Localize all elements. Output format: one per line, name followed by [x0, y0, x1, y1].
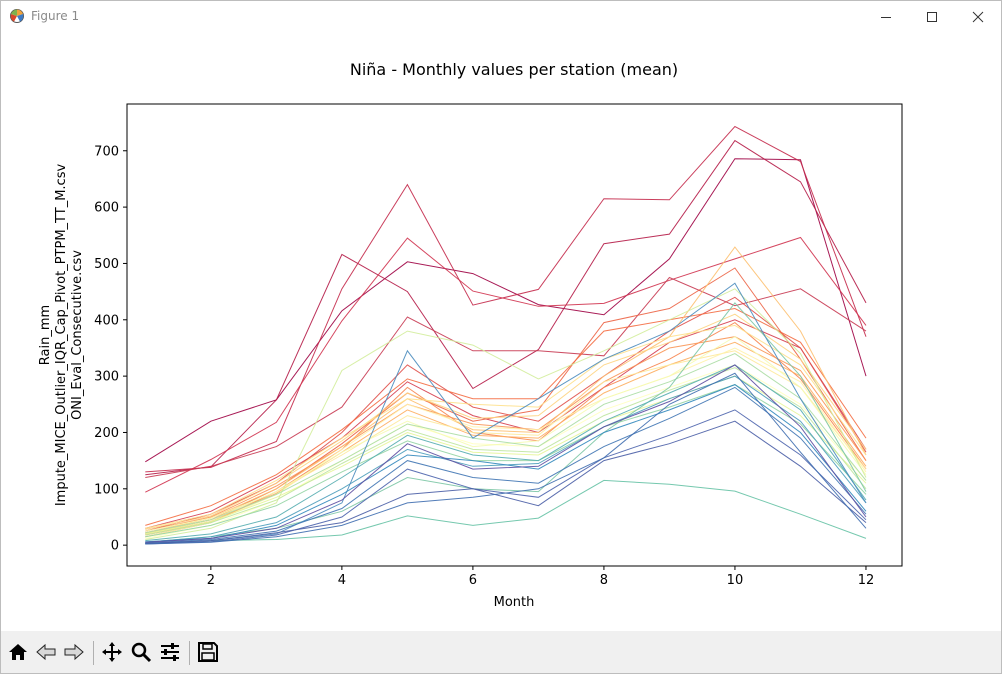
series-line-29 — [145, 282, 867, 544]
back-icon — [36, 643, 56, 661]
series-line-11 — [145, 336, 867, 532]
series-line-33 — [145, 364, 867, 543]
forward-button[interactable] — [61, 639, 87, 665]
toolbar-separator — [93, 641, 94, 665]
line-chart: Niña - Monthly values per station (mean)… — [38, 60, 903, 610]
title-bar: Figure 1 — [1, 1, 1001, 32]
series-line-1 — [145, 158, 867, 463]
figure-canvas[interactable]: Niña - Monthly values per station (mean)… — [1, 32, 1001, 630]
series-line-23 — [145, 353, 867, 534]
series-line-21 — [145, 288, 867, 540]
series-line-15 — [145, 324, 867, 529]
series-line-32 — [145, 409, 867, 545]
series-line-20 — [145, 375, 867, 535]
home-icon — [9, 644, 27, 660]
axes-layer: 2 4 6 8 10 12 0 100 200 300 400 500 600 700 — [94, 144, 874, 588]
x-tick-label: 4 — [338, 573, 346, 588]
maximize-button[interactable] — [909, 1, 955, 32]
window-title: Figure 1 — [31, 9, 80, 23]
series-line-13 — [145, 246, 867, 534]
x-tick-label: 10 — [727, 573, 744, 588]
back-button[interactable] — [33, 639, 59, 665]
x-tick-label: 6 — [469, 573, 477, 588]
y-axis-label: Rain_mm Impute_MICE_Outlier_IQR_Cap_Pivo… — [38, 164, 85, 507]
pan-button[interactable] — [99, 639, 125, 665]
y-axis-label-line-2: Impute_MICE_Outlier_IQR_Cap_Pivot_PTPM_T… — [54, 164, 69, 507]
y-tick-label: 400 — [94, 313, 119, 328]
save-button[interactable] — [195, 639, 221, 665]
y-axis-label-line-3: ONI_Eval_Consecutive.csv — [70, 250, 85, 420]
close-button[interactable] — [955, 1, 1001, 32]
plot-frame — [126, 103, 903, 567]
series-line-7 — [145, 296, 867, 532]
series-line-6 — [145, 319, 867, 529]
series-line-3 — [145, 125, 867, 473]
y-tick-label: 500 — [94, 257, 119, 272]
series-line-9 — [145, 307, 867, 526]
home-button[interactable] — [5, 639, 31, 665]
series-line-26 — [145, 479, 867, 544]
y-axis-label-line-1: Rain_mm — [38, 305, 53, 365]
configure-icon — [161, 643, 179, 661]
series-line-31 — [145, 386, 867, 544]
y-tick-label: 300 — [94, 370, 119, 385]
series-line-4 — [145, 236, 867, 493]
x-tick-label: 8 — [600, 573, 608, 588]
series-line-12 — [145, 341, 867, 536]
x-tick-label: 2 — [207, 573, 215, 588]
y-tick-label: 700 — [94, 144, 119, 159]
matplotlib-icon — [9, 8, 25, 24]
configure-button[interactable] — [157, 639, 183, 665]
series-line-34 — [145, 420, 867, 544]
series-line-27 — [145, 364, 867, 542]
series-line-14 — [145, 313, 867, 530]
toolbar-separator — [189, 641, 190, 665]
close-icon — [972, 11, 984, 22]
minimize-icon — [881, 16, 891, 18]
series-layer — [145, 125, 867, 545]
y-tick-label: 600 — [94, 201, 119, 216]
x-axis-label: Month — [494, 595, 535, 610]
x-tick-label: 12 — [858, 573, 875, 588]
series-line-2 — [145, 139, 867, 476]
zoom-icon — [131, 642, 152, 663]
series-line-35 — [145, 372, 867, 545]
chart-title: Niña - Monthly values per station (mean) — [350, 60, 678, 79]
series-line-19 — [145, 336, 867, 532]
y-tick-label: 0 — [111, 539, 119, 554]
series-line-22 — [145, 367, 867, 536]
maximize-icon — [927, 11, 937, 22]
save-icon — [198, 642, 218, 662]
series-line-24 — [145, 384, 867, 538]
y-tick-label: 200 — [94, 426, 119, 441]
series-line-30 — [145, 384, 867, 543]
zoom-button[interactable] — [128, 639, 154, 665]
minimize-button[interactable] — [863, 1, 909, 32]
y-tick-label: 100 — [94, 482, 119, 497]
navigation-toolbar — [1, 631, 1001, 673]
pan-icon — [102, 642, 122, 662]
forward-icon — [64, 643, 84, 661]
series-line-5 — [145, 276, 867, 478]
